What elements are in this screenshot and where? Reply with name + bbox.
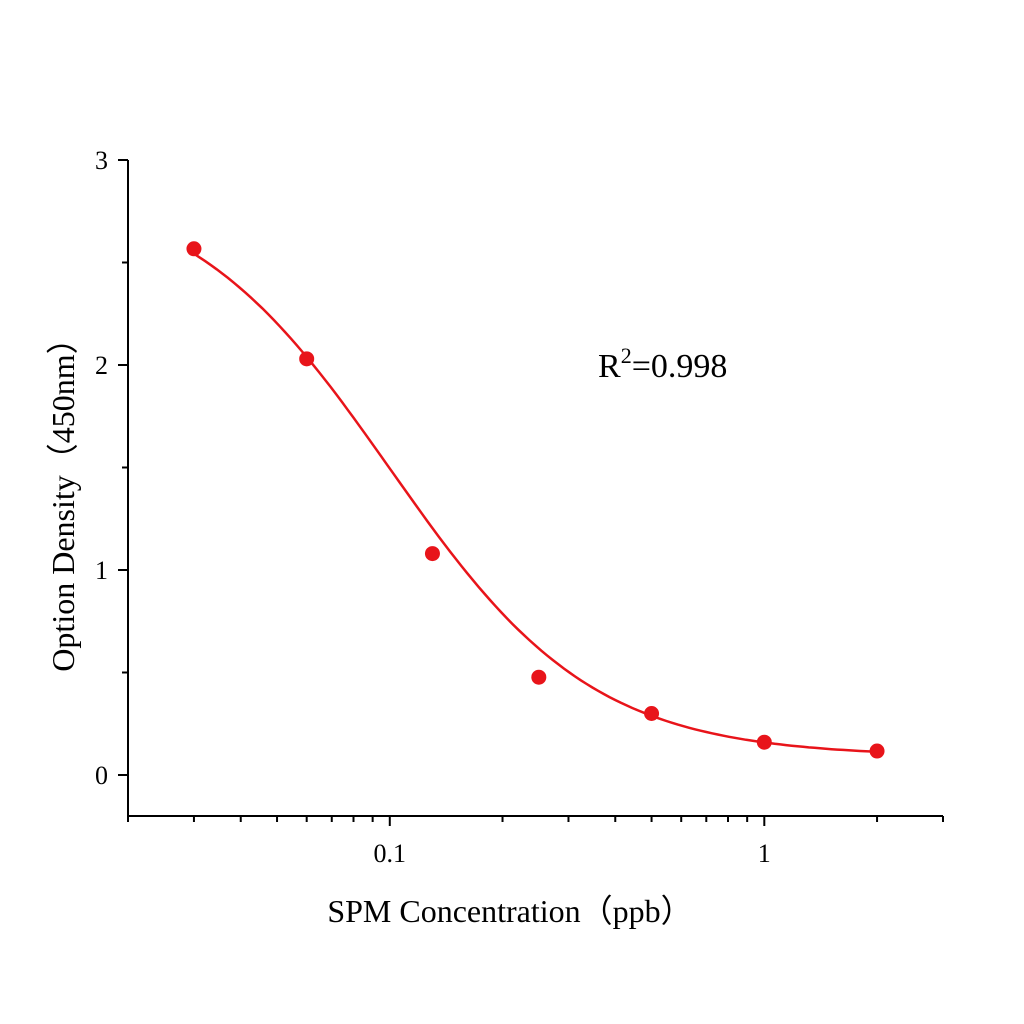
- axes: 0 1 2 3 0.1 1: [95, 146, 944, 868]
- data-point: [186, 241, 202, 257]
- y-tick-label: 2: [95, 351, 108, 380]
- x-tick-label: 0.1: [374, 839, 407, 868]
- y-axis-label: Option Density（450nm）: [45, 322, 81, 671]
- y-tick-label: 3: [95, 146, 108, 175]
- y-tick-label: 0: [95, 761, 108, 790]
- data-point: [531, 669, 547, 685]
- data-points: [186, 241, 885, 759]
- data-point: [424, 546, 440, 562]
- data-point: [299, 351, 315, 367]
- data-point: [756, 734, 772, 750]
- data-point: [644, 706, 660, 721]
- data-point: [869, 743, 885, 759]
- x-tick-label: 1: [758, 839, 771, 868]
- y-tick-label: 1: [95, 556, 108, 585]
- r-squared-annotation: R2=0.998: [598, 343, 727, 385]
- x-axis-label: SPM Concentration（ppb）: [327, 893, 692, 929]
